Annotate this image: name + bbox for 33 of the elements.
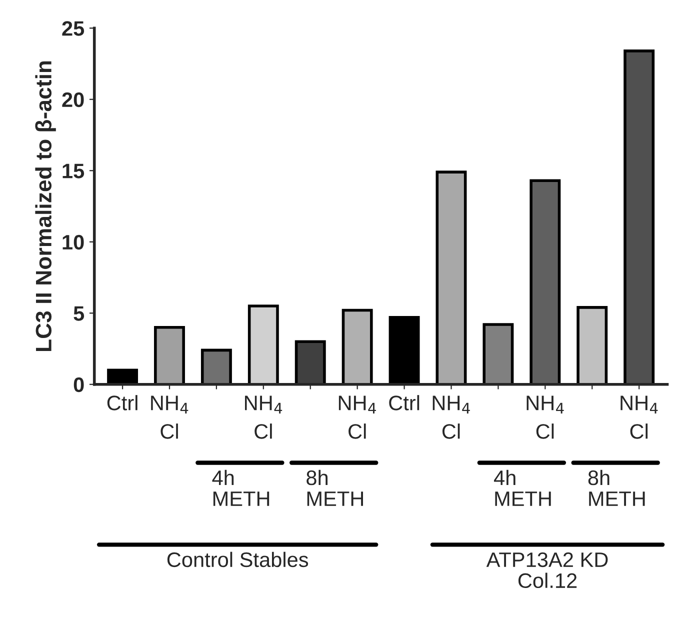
bar [342, 308, 373, 384]
y-tick-label: 25 [62, 21, 84, 36]
x-tick-label: Ctrl [107, 395, 138, 410]
bar [294, 340, 326, 384]
text: ATP13A2 KD Col.12 [486, 552, 608, 588]
text: 8h METH [588, 470, 645, 506]
bar [248, 304, 279, 384]
x-tick-label: NH$_{4}$ Cl [526, 396, 564, 439]
text: 4h METH [212, 470, 270, 506]
bar [530, 179, 561, 384]
bar [388, 316, 420, 384]
x-tick-label: NH$_{4}$ Cl [151, 396, 188, 439]
text: 8h METH [306, 470, 363, 506]
y-axis-title: LC3 II Normalized to β-actin [35, 61, 56, 352]
bar [482, 323, 514, 384]
bar [576, 306, 608, 384]
y-tick-label: 10 [62, 234, 84, 250]
bar [436, 170, 467, 384]
text: 4h METH [494, 470, 551, 506]
y-tick-label: 0 [74, 377, 84, 392]
x-tick-label: NH$_{4}$ Cl [245, 396, 282, 439]
y-tick-label: 20 [62, 92, 84, 108]
bar [107, 368, 138, 384]
y-tick-label: 15 [62, 164, 84, 178]
bar [624, 50, 655, 384]
x-tick-label: NH$_{4}$ Cl [620, 396, 658, 439]
x-tick-label: NH$_{4}$ Cl [338, 396, 376, 439]
x-tick-label: Ctrl [389, 395, 420, 410]
bar [154, 326, 185, 384]
text: Control Stables [167, 552, 308, 568]
bar [200, 348, 232, 384]
y-tick-label: 5 [74, 306, 84, 321]
x-tick-label: NH$_{4}$ Cl [432, 396, 470, 439]
